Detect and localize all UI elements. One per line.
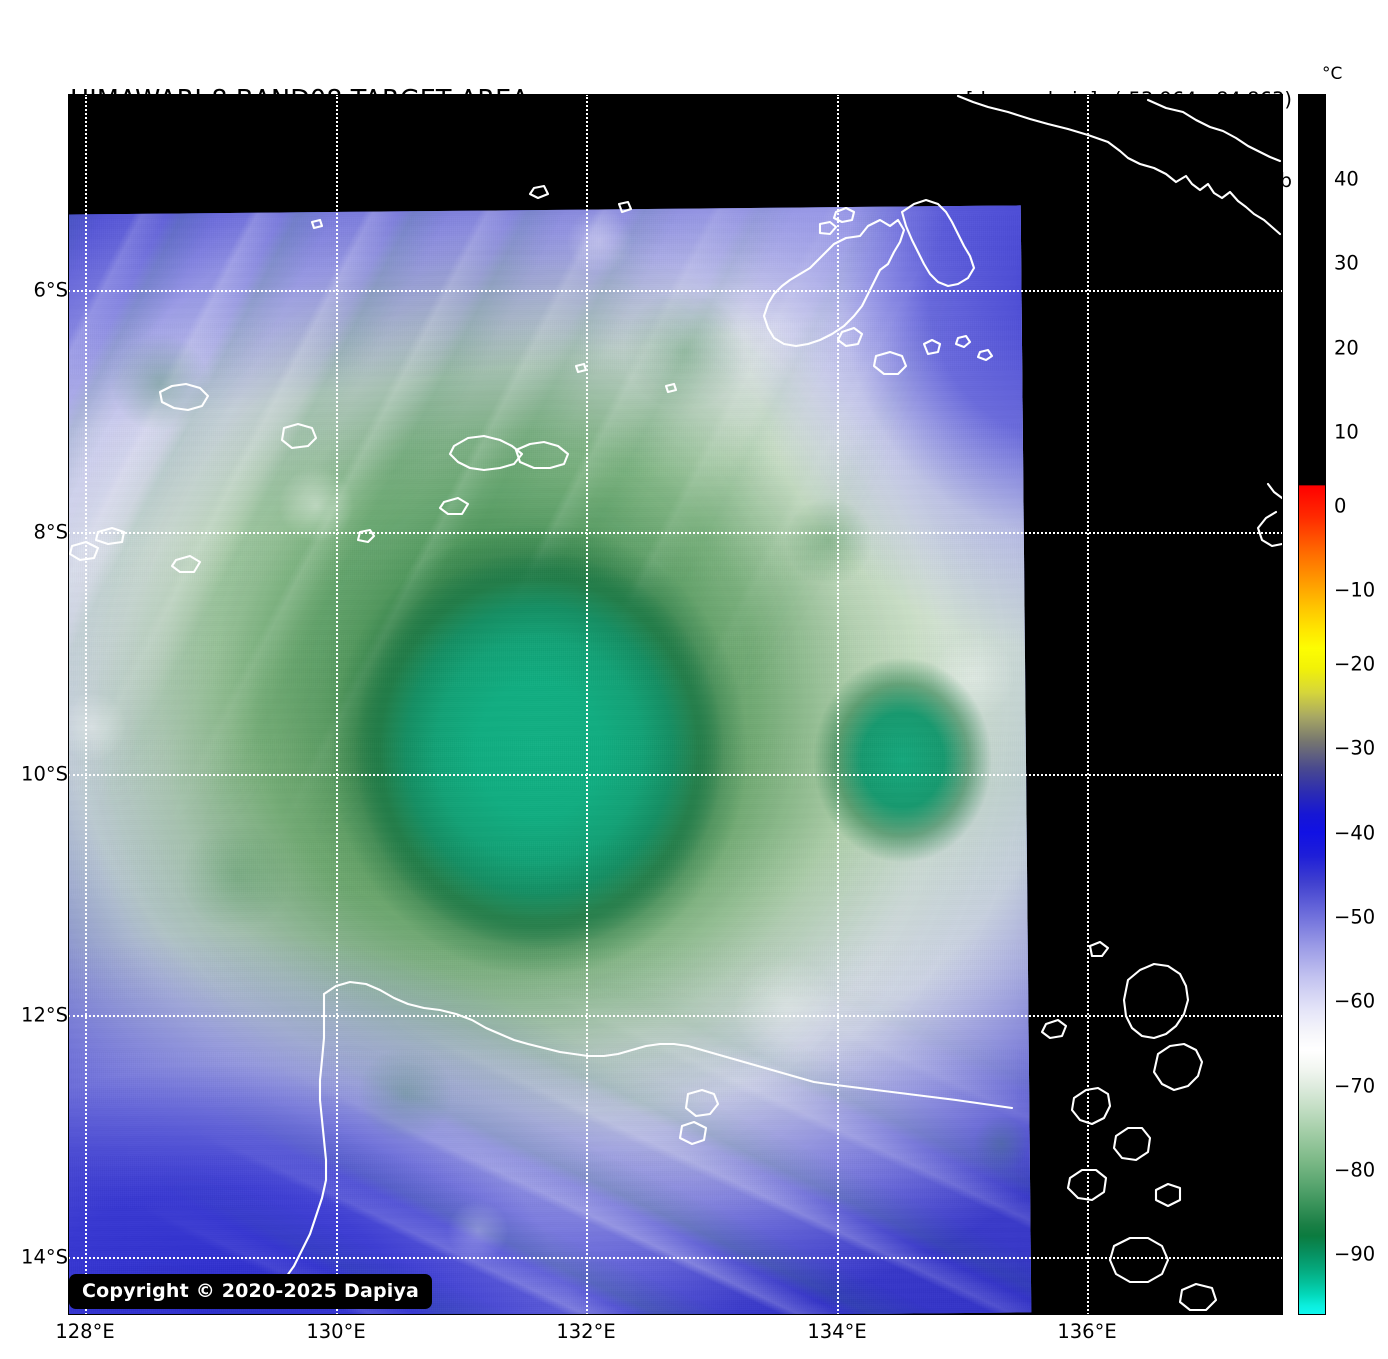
ytick-label-8s: 8°S [33, 520, 68, 544]
cbtick-label-neg60: −60 [1334, 989, 1376, 1013]
xtick-label-130e: 130°E [306, 1320, 366, 1343]
cbtick-label-neg30: −30 [1334, 736, 1376, 760]
cbtick-label-neg80: −80 [1334, 1158, 1376, 1182]
cbtick-label-neg70: −70 [1334, 1074, 1376, 1098]
cbtick-label-30: 30 [1334, 251, 1359, 275]
xtick-label-128e: 128°E [55, 1320, 115, 1343]
copyright-badge: Copyright © 2020-2025 Dapiya [69, 1274, 433, 1309]
ytick-label-6s: 6°S [33, 278, 68, 302]
cbtick-label-neg40: −40 [1334, 821, 1376, 845]
infrared-data-swath [68, 205, 1032, 1315]
cbtick-label-0: 0 [1334, 494, 1347, 518]
cbtick-label-20: 20 [1334, 336, 1359, 360]
xtick-label-136e: 136°E [1057, 1320, 1117, 1343]
ytick-label-10s: 10°S [21, 762, 68, 786]
ir-pixel-grain [68, 205, 1032, 1315]
cbtick-label-40: 40 [1334, 167, 1359, 191]
xtick-label-132e: 132°E [556, 1320, 616, 1343]
cbtick-label-neg90: −90 [1334, 1242, 1376, 1266]
cbtick-label-neg20: −20 [1334, 652, 1376, 676]
ytick-label-14s: 14°S [21, 1245, 68, 1269]
swath-clip [68, 94, 1283, 1315]
temperature-colorbar [1298, 94, 1326, 1315]
cbtick-label-neg50: −50 [1334, 905, 1376, 929]
colorbar-unit-label: °C [1322, 64, 1343, 84]
satellite-plot-area [68, 94, 1283, 1315]
xtick-label-134e: 134°E [807, 1320, 867, 1343]
cbtick-label-10: 10 [1334, 420, 1359, 444]
cbtick-label-neg10: −10 [1334, 578, 1376, 602]
ytick-label-12s: 12°S [21, 1003, 68, 1027]
